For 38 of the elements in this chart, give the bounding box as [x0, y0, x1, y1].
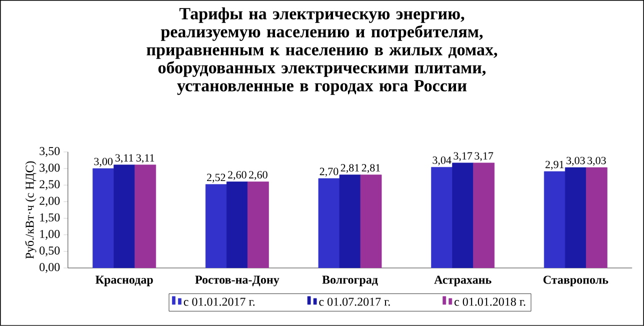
- data-label: 2,81: [362, 164, 380, 174]
- data-label: 3,03: [566, 156, 585, 166]
- data-label: 2,81: [340, 164, 359, 174]
- y-tick-label: 1,50: [40, 213, 60, 224]
- y-axis-title: Руб./кВт·ч (с НДС): [25, 161, 36, 259]
- data-label: 2,60: [249, 171, 268, 180]
- legend-label: с 01.07.2017 г.: [319, 298, 390, 306]
- bar: [134, 164, 156, 268]
- x-tick-label: Астрахань: [434, 276, 492, 286]
- bar: [247, 182, 269, 268]
- y-tick-label: 0,50: [40, 246, 60, 256]
- legend-label: с 01.01.2017 г.: [184, 298, 255, 306]
- data-label: 3,17: [454, 152, 472, 162]
- x-tick-label: Ставрополь: [543, 276, 608, 286]
- bar: [473, 162, 495, 268]
- data-label: 3,17: [474, 152, 494, 162]
- y-tick-label: 2,50: [40, 180, 60, 190]
- data-label: 2,70: [320, 168, 338, 177]
- data-label: 3,00: [94, 158, 113, 167]
- y-tick-label: 1,00: [40, 230, 60, 240]
- data-label: 3,11: [136, 154, 154, 164]
- data-label: 3,04: [432, 156, 452, 166]
- legend-label: с 01.01.2018 г.: [454, 298, 526, 306]
- data-label: 2,52: [207, 174, 226, 183]
- data-label: 3,11: [115, 154, 134, 164]
- x-tick-label: Краснодар: [96, 276, 153, 286]
- data-label: 2,91: [546, 160, 564, 170]
- y-tick-label: 3,00: [40, 164, 60, 174]
- data-label: 3,03: [588, 156, 606, 166]
- x-tick-label: Волгоград: [322, 276, 378, 286]
- x-tick-label: Ростов-на-Дону: [195, 276, 280, 286]
- bar: [586, 167, 608, 268]
- chart-title: Тарифы на электрическую энергию, реализуемую населению и потребителям, приравненным к населению в жилых домах, оборудованных электрическими плитами, установленные в городах юга России: [146, 7, 498, 95]
- y-tick-label: 2,00: [40, 196, 60, 207]
- y-tick-label: 3,50: [40, 147, 60, 157]
- data-label: 2,60: [228, 171, 246, 180]
- y-tick-label: 0,00: [40, 263, 60, 273]
- bar: [360, 174, 382, 268]
